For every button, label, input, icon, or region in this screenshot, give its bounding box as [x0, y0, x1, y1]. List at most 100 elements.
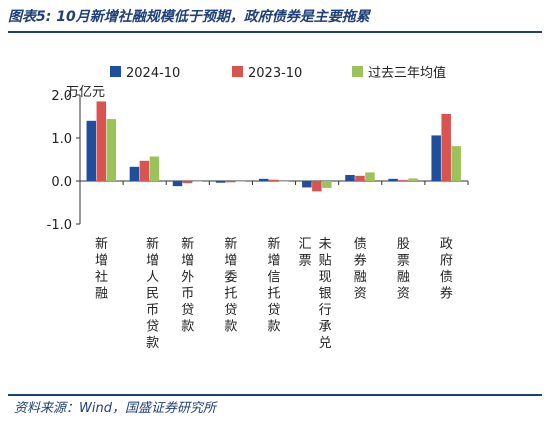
category-label-char: 兑: [319, 336, 332, 351]
bar: [259, 178, 269, 181]
bar: [149, 156, 160, 181]
legend-swatch: [352, 66, 363, 77]
bar: [365, 172, 375, 181]
category-label-char: 新: [181, 236, 194, 252]
category-label-char: 增: [95, 254, 108, 269]
category-label-char: 券: [440, 286, 453, 302]
bar: [302, 181, 312, 188]
y-tick-label: 0.0: [51, 175, 72, 190]
category-label-char: 委: [224, 270, 237, 285]
category-label-char: 票: [299, 254, 312, 269]
category-label-char: 社: [95, 269, 108, 285]
legend: 2024-10 2023-10 过去三年均值: [110, 65, 446, 81]
category-label-char: 款: [146, 336, 159, 351]
y-tick-label: -1.0: [47, 218, 72, 233]
category-label-char: 融: [397, 270, 410, 285]
category-label-char: 融: [354, 270, 367, 285]
bar: [312, 181, 322, 192]
bar: [139, 160, 150, 181]
category-label-char: 增: [146, 254, 159, 269]
y-axis-label: 万亿元: [66, 85, 105, 100]
y-tick-label: 1.0: [51, 132, 72, 147]
bar: [451, 146, 461, 181]
category-label-char: 银: [319, 287, 332, 302]
category-label-char: 贷: [146, 320, 159, 335]
category-label-char: 增: [267, 254, 280, 269]
category-label-char: 府: [440, 254, 453, 269]
bar: [215, 181, 226, 183]
bar: [408, 178, 418, 181]
y-tick-label: 2.0: [51, 89, 72, 104]
category-label-char: 民: [146, 287, 159, 302]
footer-divider: [8, 394, 542, 396]
category-label-char: 新: [146, 236, 159, 252]
bar: [192, 181, 203, 182]
bar: [129, 166, 140, 181]
bar: [279, 181, 289, 182]
bar: [96, 101, 107, 181]
category-label-char: 融: [95, 287, 108, 302]
bar: [182, 181, 193, 184]
category-label-char: 新: [224, 236, 237, 252]
category-label-char: 外: [181, 270, 194, 285]
bar: [388, 178, 398, 181]
legend-swatch: [232, 66, 243, 77]
category-label-char: 增: [224, 254, 237, 269]
bar: [441, 113, 451, 181]
bar: [322, 181, 332, 188]
bar: [345, 174, 355, 181]
category-label-char: 款: [224, 320, 237, 335]
category-label-char: 人: [146, 270, 159, 285]
category-label-char: 新: [267, 236, 280, 252]
chart-title: 图表5: 10月新增社融规模低于预期，政府债券是主要拖累: [8, 9, 370, 25]
category-label-char: 票: [397, 254, 410, 269]
bar: [86, 120, 97, 181]
category-label-char: 贷: [181, 303, 194, 318]
bar: [106, 119, 117, 181]
source-note: 资料来源：Wind，国盛证券研究所: [14, 401, 216, 416]
title-divider: [8, 31, 542, 33]
bar: [355, 175, 365, 181]
category-label-char: 未: [319, 237, 332, 252]
category-label-char: 增: [181, 254, 194, 269]
category-label-char: 托: [224, 287, 237, 302]
category-label-char: 款: [267, 320, 280, 335]
category-label-char: 信: [267, 270, 280, 285]
category-label-char: 币: [181, 287, 194, 302]
category-label-char: 资: [397, 287, 410, 302]
category-label-char: 股: [397, 237, 410, 252]
category-label-char: 行: [319, 303, 332, 318]
category-label-char: 款: [181, 320, 194, 335]
legend-label: 2023-10: [248, 66, 302, 81]
category-label-char: 新: [95, 236, 108, 252]
category-label: 政府债券: [440, 237, 453, 302]
bar: [172, 181, 183, 187]
bar: [225, 181, 236, 183]
legend-label: 过去三年均值: [368, 65, 446, 81]
category-label-char: 政: [440, 237, 453, 252]
category-label-char: 币: [146, 303, 159, 318]
legend-swatch: [110, 66, 121, 77]
category-label-char: 贷: [267, 303, 280, 318]
bar: [269, 179, 279, 181]
legend-label: 2024-10: [126, 66, 180, 81]
category-label-char: 资: [354, 287, 367, 302]
category-label-char: 托: [267, 287, 280, 302]
bar: [235, 181, 246, 182]
category-label-char: 贴: [319, 254, 332, 269]
bar: [398, 180, 408, 181]
bars-layer: [86, 101, 461, 192]
category-label-char: 债: [354, 237, 367, 252]
category-label: 新增社融: [95, 236, 108, 302]
bar: [431, 135, 441, 181]
category-label-char: 承: [319, 320, 332, 335]
category-labels: 新增社融新增人民币贷款新增外币贷款新增委托贷款新增信托贷款未贴现银行承兑汇票债券…: [95, 236, 453, 351]
category-label-char: 现: [319, 270, 332, 285]
